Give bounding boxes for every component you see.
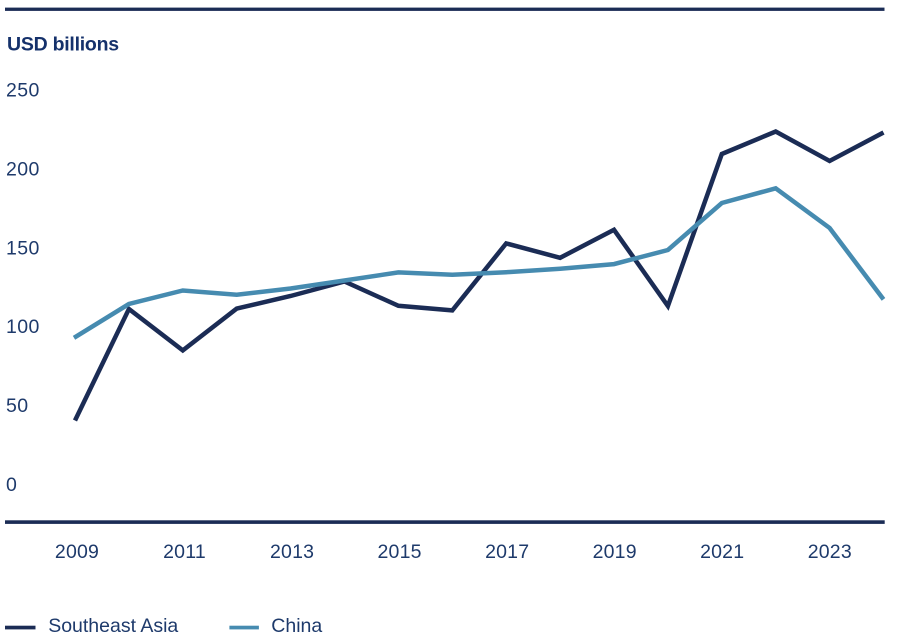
- svg-text:Southeast Asia: Southeast Asia: [48, 615, 178, 637]
- svg-text:250: 250: [6, 80, 40, 102]
- svg-text:2011: 2011: [163, 541, 206, 563]
- svg-text:China: China: [271, 615, 322, 637]
- svg-text:2015: 2015: [378, 541, 422, 563]
- svg-text:100: 100: [6, 316, 40, 338]
- svg-text:2021: 2021: [700, 541, 744, 563]
- svg-text:2013: 2013: [270, 541, 314, 563]
- svg-text:50: 50: [6, 395, 29, 417]
- svg-text:2019: 2019: [593, 541, 637, 563]
- svg-text:USD billions: USD billions: [7, 34, 119, 56]
- svg-text:2023: 2023: [808, 541, 852, 563]
- svg-text:0: 0: [6, 474, 17, 496]
- svg-text:200: 200: [6, 159, 40, 181]
- svg-text:2017: 2017: [485, 541, 529, 563]
- svg-text:150: 150: [6, 237, 40, 259]
- svg-text:2009: 2009: [55, 541, 99, 563]
